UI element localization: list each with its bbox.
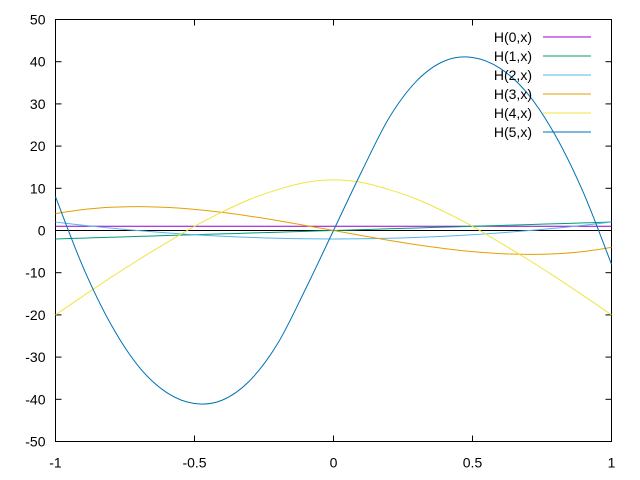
y-tick-label: 40 bbox=[30, 54, 46, 70]
y-tick-label: -40 bbox=[25, 391, 45, 407]
x-tick-label: 1 bbox=[608, 455, 616, 471]
legend-label: H(1,x) bbox=[494, 48, 532, 64]
legend-label: H(0,x) bbox=[494, 29, 532, 45]
legend-entry-h3: H(3,x) bbox=[494, 86, 591, 102]
legend: H(0,x) H(1,x) H(2,x) H(3,x) H(4,x) H(5,x) bbox=[494, 29, 591, 140]
y-tick-label: -20 bbox=[25, 307, 45, 323]
series-line-h5 bbox=[55, 56, 612, 405]
legend-label: H(4,x) bbox=[494, 105, 532, 121]
y-tick-label: -10 bbox=[25, 265, 45, 281]
legend-label: H(2,x) bbox=[494, 67, 532, 83]
y-tick-label: 10 bbox=[30, 180, 46, 196]
y-tick-label: 30 bbox=[30, 96, 46, 112]
legend-entry-h1: H(1,x) bbox=[494, 48, 591, 64]
x-tick-label: 0.5 bbox=[463, 455, 483, 471]
y-tick-label: 0 bbox=[38, 223, 46, 239]
y-tick-label: 50 bbox=[30, 12, 46, 28]
legend-label: H(3,x) bbox=[494, 86, 532, 102]
y-axis: 50 40 30 20 10 0 -10 -20 -30 -40 -50 bbox=[25, 12, 612, 450]
x-tick-label: 0 bbox=[330, 455, 338, 471]
legend-label: H(5,x) bbox=[494, 124, 532, 140]
legend-entry-h2: H(2,x) bbox=[494, 67, 591, 83]
series-line-h2 bbox=[55, 221, 612, 240]
y-tick-label: -50 bbox=[25, 434, 45, 450]
legend-entry-h0: H(0,x) bbox=[494, 29, 591, 45]
x-tick-label: -0.5 bbox=[182, 455, 206, 471]
x-tick-label: -1 bbox=[49, 455, 62, 471]
legend-entry-h4: H(4,x) bbox=[494, 105, 591, 121]
series-line-h4 bbox=[55, 179, 612, 316]
y-tick-label: 20 bbox=[30, 138, 46, 154]
x-axis: -1 -0.5 0 0.5 1 bbox=[49, 19, 616, 471]
series-lines bbox=[55, 56, 612, 405]
y-tick-label: -30 bbox=[25, 349, 45, 365]
legend-entry-h5: H(5,x) bbox=[494, 124, 591, 140]
